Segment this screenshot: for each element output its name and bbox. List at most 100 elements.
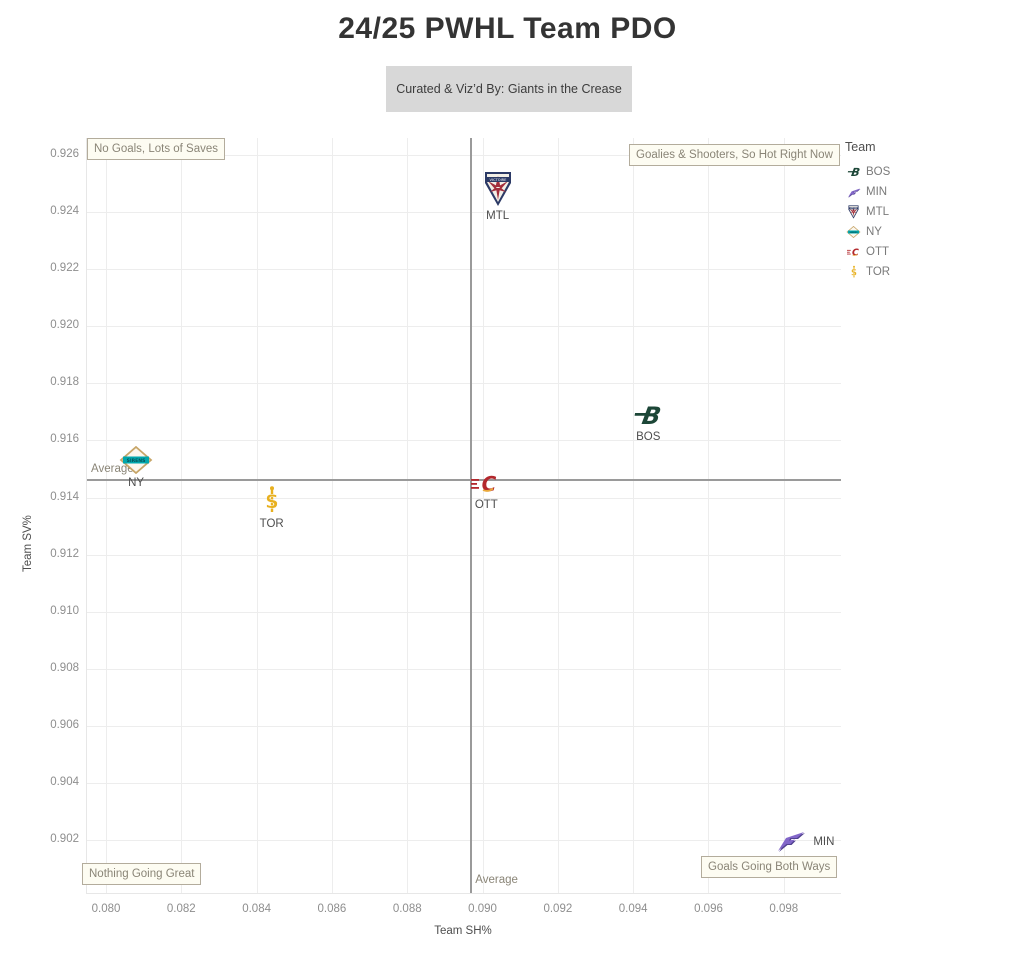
ott-logo-icon: C [846, 248, 858, 259]
y-tick-label: 0.924 [50, 205, 79, 218]
x-gridline [557, 138, 559, 893]
point-label: MTL [486, 210, 510, 223]
y-gridline [87, 554, 841, 556]
legend-item-min[interactable]: MIN [845, 182, 965, 202]
legend-item-label: BOS [866, 166, 891, 178]
x-gridline [181, 138, 183, 893]
x-gridline [482, 138, 484, 893]
point-MIN[interactable] [776, 829, 806, 852]
legend-item-label: OTT [866, 246, 889, 258]
point-BOS[interactable]: B [633, 402, 663, 428]
x-gridline [783, 138, 785, 893]
x-tick-label: 0.084 [242, 903, 271, 915]
svg-text:B: B [850, 166, 861, 178]
y-gridline [87, 383, 841, 385]
x-tick-label: 0.080 [91, 903, 121, 915]
legend-icon-mtl: VICTOIRE [845, 204, 862, 220]
x-gridline [633, 138, 635, 893]
y-gridline [87, 497, 841, 499]
bos-logo-icon: B [847, 166, 861, 178]
y-gridline [87, 326, 841, 328]
average-label-vertical: Average [475, 874, 518, 886]
y-gridline [87, 840, 841, 841]
legend-item-ny[interactable]: SIRENS NY [845, 222, 965, 242]
min-logo-icon [778, 831, 806, 852]
legend-icon-min [845, 184, 862, 200]
y-tick-label: 0.920 [50, 319, 79, 332]
ny-logo-icon: SIRENS [846, 226, 861, 238]
x-tick-label: 0.088 [392, 903, 422, 915]
svg-text:VICTOIRE: VICTOIRE [489, 178, 507, 182]
average-line-horizontal [87, 479, 841, 482]
x-gridline [256, 138, 258, 893]
y-tick-label: 0.916 [50, 433, 79, 446]
y-tick-label: 0.914 [50, 490, 79, 503]
legend-icon-bos: B [845, 164, 862, 180]
legend-item-label: MIN [866, 186, 888, 198]
y-tick-label: 0.908 [50, 661, 79, 674]
y-tick-label: 0.912 [50, 547, 79, 560]
legend-item-label: NY [866, 226, 882, 238]
y-tick-label: 0.910 [50, 604, 79, 617]
chart-title: 24/25 PWHL Team PDO [338, 12, 677, 45]
y-gridline [87, 440, 841, 442]
byline-banner: Curated & Viz’d By: Giants in the Crease [386, 66, 632, 112]
y-gridline [87, 155, 841, 156]
svg-text:SIRENS: SIRENS [127, 458, 146, 464]
average-line-vertical [470, 138, 473, 893]
legend-item-ott[interactable]: C OTT [845, 242, 965, 262]
x-tick-label: 0.094 [618, 903, 648, 915]
point-label: NY [128, 477, 145, 490]
x-tick-label: 0.092 [543, 903, 573, 915]
legend-icon-tor: S [845, 264, 862, 280]
annotation-top-left: No Goals, Lots of Saves [87, 138, 226, 160]
point-label: BOS [636, 430, 661, 443]
x-gridline [708, 138, 710, 893]
plot-area: 0.080 0.082 0.084 0.086 0.088 0.090 0.092 0.094… [50, 138, 841, 915]
legend-title: Team [845, 140, 876, 154]
y-tick-label: 0.918 [50, 376, 79, 389]
annotation-top-right: Goalies & Shooters, So Hot Right Now [629, 144, 840, 166]
annotation-bottom-right: Goals Going Both Ways [701, 856, 838, 878]
x-tick-label: 0.090 [468, 903, 497, 915]
point-MTL[interactable]: VICTOIRE [484, 171, 512, 207]
svg-text:SIRENS: SIRENS [849, 232, 858, 234]
x-tick-label: 0.098 [769, 903, 799, 915]
point-NY[interactable]: SIRENS [119, 446, 153, 475]
tor-logo-icon: S [850, 265, 857, 279]
point-TOR[interactable]: S [261, 485, 283, 515]
y-tick-label: 0.926 [50, 148, 79, 160]
point-OTT[interactable]: C [471, 471, 501, 496]
legend-item-label: MTL [866, 206, 889, 218]
y-gridline [87, 782, 841, 784]
legend: Team B BOS MIN VICTOIRE MTL SIRENS NY C OTT S TOR [845, 140, 965, 282]
legend-icon-ott: C [845, 244, 862, 260]
svg-text:S: S [850, 269, 856, 279]
average-label-horizontal: Average [91, 463, 134, 476]
svg-text:C: C [851, 248, 858, 259]
svg-text:S: S [265, 491, 279, 513]
ott-logo-icon: C [471, 472, 497, 496]
svg-text:B: B [640, 402, 663, 428]
legend-item-bos[interactable]: B BOS [845, 162, 965, 182]
annotation-bottom-left: Nothing Going Great [82, 863, 202, 885]
x-gridline [106, 138, 107, 893]
mtl-logo-icon: VICTOIRE [848, 205, 859, 219]
legend-icon-ny: SIRENS [845, 224, 862, 240]
point-label: MIN [813, 836, 835, 848]
svg-text:C: C [482, 472, 497, 496]
point-label: OTT [474, 498, 498, 511]
legend-item-label: TOR [866, 266, 891, 278]
ny-logo-icon: SIRENS [119, 446, 153, 475]
y-gridline [87, 269, 841, 271]
x-gridline [331, 138, 333, 893]
x-tick-label: 0.082 [166, 903, 196, 915]
y-tick-label: 0.904 [50, 775, 79, 788]
y-gridline [87, 212, 841, 214]
x-tick-label: 0.086 [317, 903, 347, 915]
legend-item-tor[interactable]: S TOR [845, 262, 965, 282]
min-logo-icon [847, 188, 861, 198]
legend-item-mtl[interactable]: VICTOIRE MTL [845, 202, 965, 222]
svg-text:VICTOIRE: VICTOIRE [850, 208, 857, 210]
x-gridline [407, 138, 409, 893]
